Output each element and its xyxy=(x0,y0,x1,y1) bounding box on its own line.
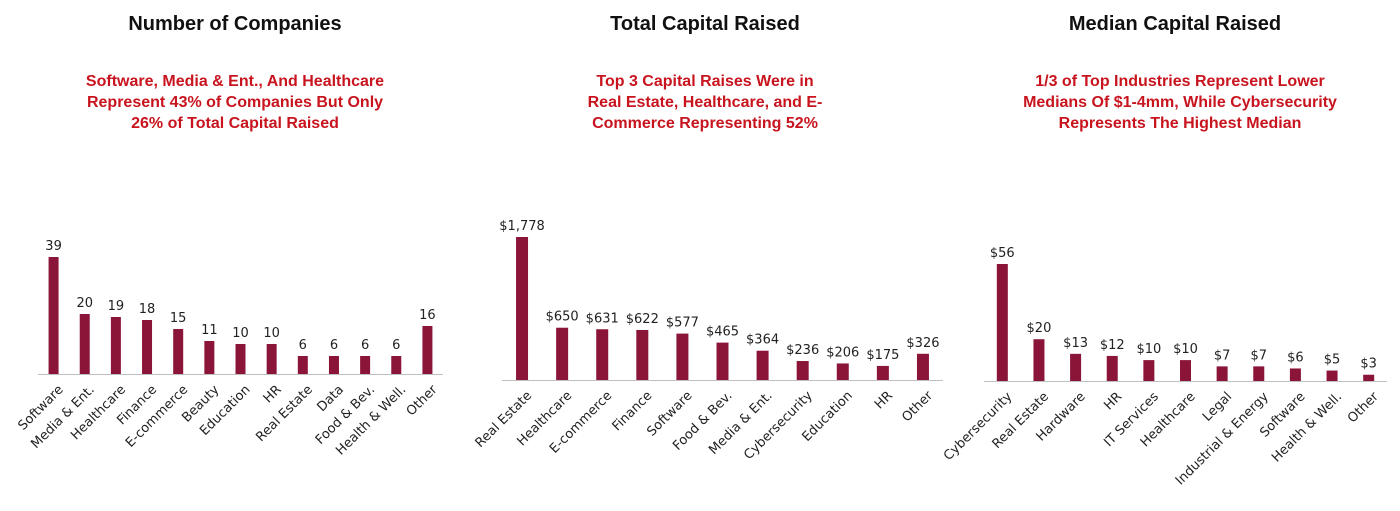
bar xyxy=(1033,339,1045,381)
bar xyxy=(516,237,529,380)
data-label: $326 xyxy=(906,336,939,351)
bar xyxy=(204,341,215,374)
data-label: $364 xyxy=(746,333,779,348)
bar xyxy=(676,333,689,380)
bar xyxy=(836,363,849,380)
bar xyxy=(48,257,59,374)
bar xyxy=(1326,370,1338,381)
bar xyxy=(110,317,121,374)
bar xyxy=(1143,360,1155,381)
bar xyxy=(1180,360,1191,381)
x-tick-label: Cybersecurity xyxy=(741,388,816,463)
chart-panel-number-of-companies: Number of Companies Software, Media & En… xyxy=(0,0,470,511)
chart-subtitle: Top 3 Capital Raises Were in Real Estate… xyxy=(485,71,925,134)
bar xyxy=(297,356,308,374)
chart-subtitle-line: 26% of Total Capital Raised xyxy=(131,115,339,132)
data-label: $622 xyxy=(626,312,659,327)
chart-title: Median Capital Raised xyxy=(1068,13,1282,35)
data-label: 6 xyxy=(299,338,307,353)
x-tick-label: HR xyxy=(261,382,285,406)
x-tick-label: Other xyxy=(404,382,441,419)
data-label: $175 xyxy=(866,348,899,363)
data-label: 11 xyxy=(201,323,218,338)
data-label: $206 xyxy=(826,345,859,360)
chart-subtitle-line: 1/3 of Top Industries Represent Lower xyxy=(1035,73,1325,90)
bar xyxy=(1216,366,1228,381)
data-label: 20 xyxy=(76,296,93,311)
chart-subtitle-line: Real Estate, Healthcare, and E- xyxy=(587,94,823,111)
bar xyxy=(876,365,889,380)
chart-subtitle-line: Represents The Highest Median xyxy=(1058,115,1302,132)
data-label: 6 xyxy=(330,338,338,353)
bar xyxy=(596,329,609,380)
chart-panel-total-capital-raised: Total Capital Raised Top 3 Capital Raise… xyxy=(465,0,945,511)
chart-subtitle-line: Represent 43% of Companies But Only xyxy=(86,94,384,111)
data-label: $236 xyxy=(786,343,819,358)
bar xyxy=(1289,368,1301,381)
data-label: $631 xyxy=(586,311,619,326)
chart-title: Total Capital Raised xyxy=(610,13,800,35)
data-label: $577 xyxy=(666,316,699,331)
data-label: 10 xyxy=(263,326,280,341)
x-tick-label: Real Estate xyxy=(253,382,315,444)
data-label: $13 xyxy=(1063,336,1088,351)
data-label: $12 xyxy=(1100,338,1125,353)
data-label: 6 xyxy=(361,338,369,353)
chart-title: Number of Companies xyxy=(128,13,342,35)
data-label: 19 xyxy=(108,299,125,314)
bar xyxy=(266,344,277,374)
data-label: 15 xyxy=(170,311,187,326)
bar xyxy=(1106,355,1118,381)
data-label: $650 xyxy=(546,310,579,325)
data-label: $10 xyxy=(1136,342,1161,357)
data-label: $6 xyxy=(1287,350,1304,365)
bar xyxy=(716,342,729,380)
bar xyxy=(79,314,90,374)
chart-subtitle-line: Software, Media & Ent., And Healthcare xyxy=(85,73,385,90)
bar xyxy=(636,329,649,380)
bar xyxy=(173,329,184,374)
chart-subtitle: Software, Media & Ent., And Healthcare R… xyxy=(20,71,450,134)
data-label: 6 xyxy=(392,338,400,353)
data-label: 18 xyxy=(139,302,156,317)
data-label: 16 xyxy=(419,308,436,323)
bar xyxy=(796,361,809,380)
data-label: $7 xyxy=(1250,348,1267,363)
x-tick-label: HR xyxy=(1101,389,1125,413)
bar xyxy=(556,327,569,380)
bar xyxy=(142,320,153,374)
bar xyxy=(391,356,402,374)
data-label: $7 xyxy=(1214,348,1231,363)
data-label: 39 xyxy=(45,239,62,254)
x-tick-label: Other xyxy=(899,388,936,425)
bar xyxy=(360,356,371,374)
bar xyxy=(1070,353,1082,381)
data-label: 10 xyxy=(232,326,249,341)
chart-subtitle-line: Top 3 Capital Raises Were in xyxy=(596,73,814,90)
x-tick-label: Other xyxy=(1345,389,1382,426)
bar xyxy=(1253,366,1265,381)
bar xyxy=(422,326,433,374)
data-label: $56 xyxy=(990,246,1015,261)
x-tick-label: HR xyxy=(872,388,896,412)
data-label: $465 xyxy=(706,325,739,340)
data-label: $5 xyxy=(1324,353,1341,368)
data-label: $3 xyxy=(1360,357,1377,372)
chart-panel-median-capital-raised: Median Capital Raised 1/3 of Top Industr… xyxy=(941,0,1400,511)
chart-subtitle: 1/3 of Top Industries Represent Lower Me… xyxy=(970,71,1390,134)
data-label: $20 xyxy=(1027,321,1052,336)
chart-subtitle-line: Commerce Representing 52% xyxy=(592,115,818,132)
bar xyxy=(996,264,1008,381)
data-label: $1,778 xyxy=(499,219,545,234)
chart-subtitle-line: Medians Of $1-4mm, While Cybersecurity xyxy=(1023,94,1337,111)
bar xyxy=(235,344,246,374)
data-label: $10 xyxy=(1173,342,1198,357)
bar xyxy=(1363,374,1375,381)
bar xyxy=(756,350,769,380)
bar xyxy=(328,356,339,374)
bar xyxy=(916,353,929,380)
